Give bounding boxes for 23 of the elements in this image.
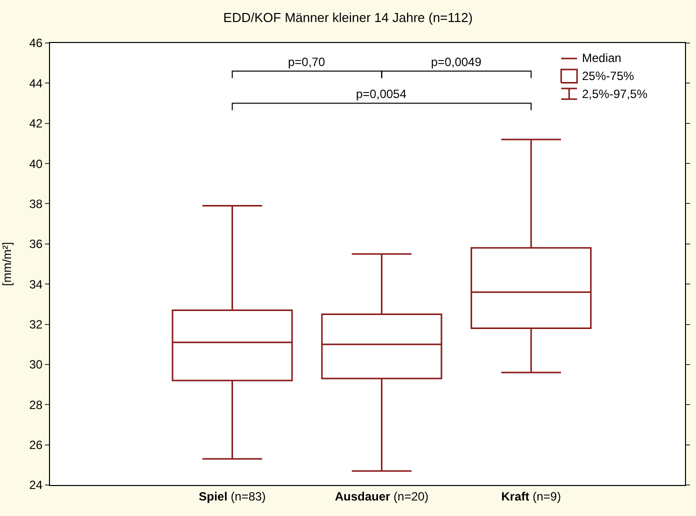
x-tick-label: Kraft (n=9): [501, 489, 561, 504]
y-tick-label: 36: [29, 237, 43, 252]
y-tick-label: 42: [29, 116, 43, 131]
annotation: 25%-75%: [582, 69, 634, 83]
y-tick-label: 40: [29, 156, 43, 171]
y-tick-label: 38: [29, 196, 43, 211]
annotation: Median: [582, 51, 622, 65]
y-tick-label: 34: [29, 277, 43, 292]
y-tick-label: 26: [29, 438, 43, 452]
y-axis-title: [mm/m²]: [0, 242, 14, 286]
y-tick-label: 32: [29, 317, 43, 332]
y-tick-label: 24: [29, 478, 43, 492]
y-tick-label: 28: [29, 398, 43, 412]
x-tick-label: Ausdauer (n=20): [334, 489, 429, 504]
annotation: 2,5%-97,5%: [582, 87, 648, 101]
y-tick-label: 30: [29, 358, 43, 372]
annotation: p=0,0049: [431, 55, 482, 69]
x-tick-label: Spiel (n=83): [198, 489, 266, 504]
chart-title: EDD/KOF Männer kleiner 14 Jahre (n=112): [223, 10, 473, 25]
y-tick-label: 44: [29, 76, 43, 90]
y-tick-label: 46: [29, 36, 43, 50]
annotation: p=0,0054: [356, 87, 407, 101]
annotation: p=0,70: [288, 55, 326, 69]
